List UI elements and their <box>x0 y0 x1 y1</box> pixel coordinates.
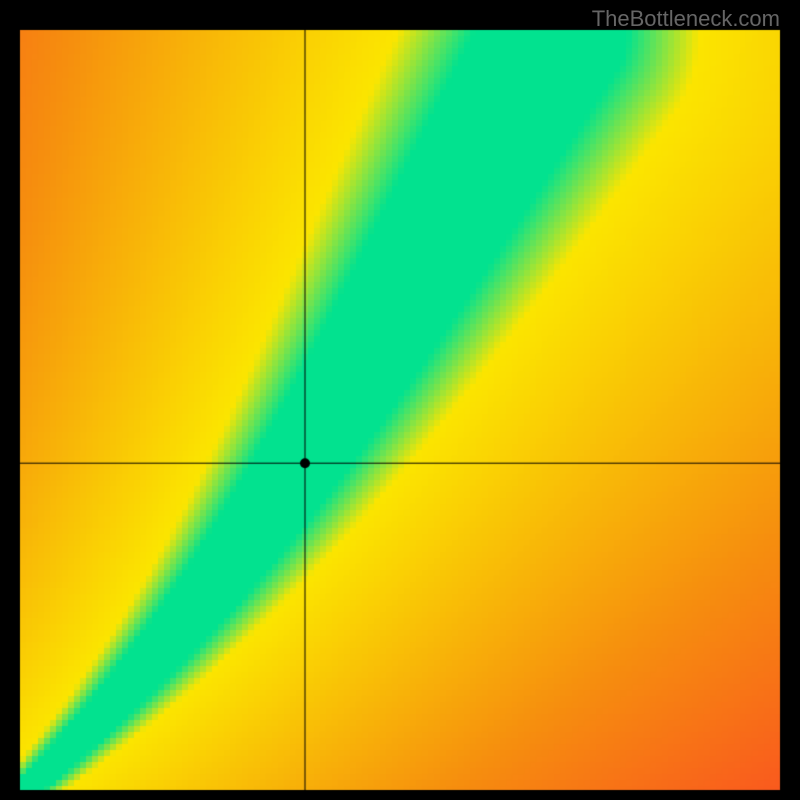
heatmap-canvas <box>0 0 800 800</box>
watermark-text: TheBottleneck.com <box>592 6 780 32</box>
